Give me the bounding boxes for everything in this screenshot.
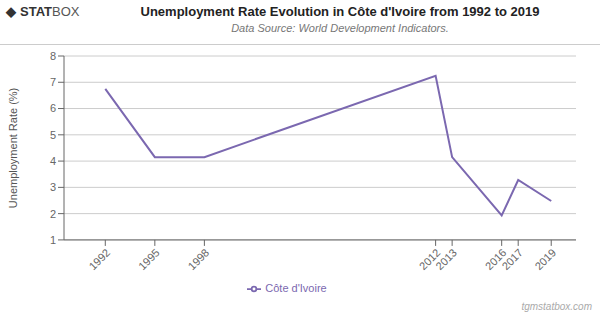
html-text:tgmstatbox.com: tgmstatbox.com	[521, 301, 592, 312]
html-text:Côte d'Ivoire: Côte d'Ivoire	[265, 281, 327, 294]
svg-text:6: 6	[50, 102, 56, 114]
svg-text:1995: 1995	[136, 246, 162, 272]
svg-text:1998: 1998	[186, 246, 212, 272]
html-text:Unemployment Rate Evolution in: Unemployment Rate Evolution in Côte d'Iv…	[140, 4, 540, 19]
svg-text:3: 3	[50, 181, 56, 193]
svg-text:2013: 2013	[433, 246, 459, 272]
svg-text:1: 1	[50, 234, 56, 246]
svg-text:2019: 2019	[532, 246, 558, 272]
svg-text:1992: 1992	[86, 246, 112, 272]
svg-text:2012: 2012	[416, 246, 443, 273]
svg-text:8: 8	[50, 50, 56, 62]
html-text:Data Source: World Development: Data Source: World Development Indicator…	[231, 22, 449, 34]
svg-text:5: 5	[50, 129, 56, 141]
svg-text:2017: 2017	[499, 246, 525, 272]
svg-text:4: 4	[50, 155, 56, 167]
svg-text:2016: 2016	[482, 246, 509, 273]
svg-text:2: 2	[50, 208, 56, 220]
html-text:◆ STAT BOX: ◆ STAT BOX	[6, 4, 80, 19]
svg-text:7: 7	[50, 76, 56, 88]
svg-text:Unemployment Rate (%): Unemployment Rate (%)	[8, 88, 19, 208]
